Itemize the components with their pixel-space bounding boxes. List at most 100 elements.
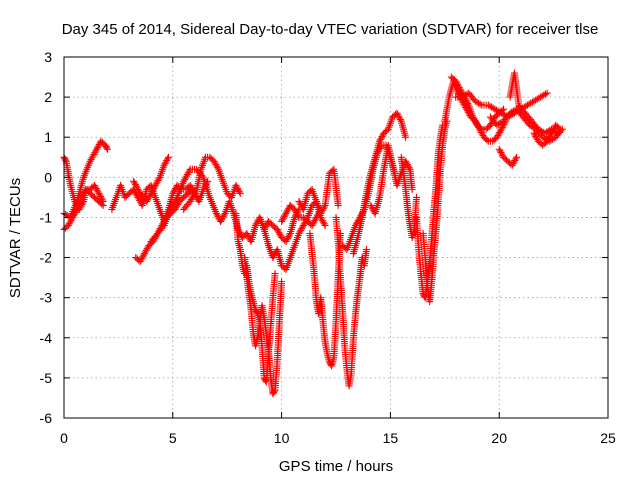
data-point [213,211,221,219]
data-point [143,197,151,205]
data-point [495,145,503,153]
data-point [408,185,416,193]
data-point [541,90,549,98]
data-point [94,188,102,196]
data-point [463,90,471,98]
axis-ticks [63,56,609,419]
data-point [472,118,480,126]
data-point [64,221,72,229]
y-tick-label: 1 [44,129,52,145]
x-tick-label: 10 [274,430,290,446]
data-point [292,207,300,215]
data-point [308,221,316,229]
y-tick-label: 3 [44,49,52,65]
y-tick-label: -4 [40,330,53,346]
data-point [271,270,279,278]
data-point [320,220,328,228]
data-point [164,153,172,161]
data-point [497,125,505,133]
data-point [234,185,242,193]
data-point [161,160,169,168]
data-point [321,221,329,229]
data-point [548,128,556,136]
data-point [362,246,370,254]
data-point [291,205,299,213]
data-point [164,155,172,163]
data-point [280,213,288,221]
data-point [549,126,557,134]
data-point [455,83,463,91]
data-point [283,236,291,244]
data-point [298,223,306,231]
data-point [284,206,292,214]
data-point [153,178,161,186]
data-point [99,197,107,205]
data-point [131,179,139,187]
data-point [311,217,319,225]
data-point [470,115,478,123]
data-point [140,251,148,259]
data-point [279,214,287,222]
data-point [547,129,555,137]
data-point [296,228,304,236]
data-point [464,100,472,108]
data-point [496,128,504,136]
data-point [262,222,270,230]
data-point [270,387,278,395]
data-point [284,234,292,242]
data-point [93,145,101,153]
data-point [243,229,251,237]
data-point [554,129,562,137]
data-point [95,189,103,197]
data-point [93,186,101,194]
data-point [378,132,386,140]
data-point [312,215,320,223]
x-tick-label: 15 [383,430,399,446]
data-point [498,150,506,158]
y-tick-label: 2 [44,89,52,105]
data-point [149,186,157,194]
data-point [496,147,504,155]
x-tick-label: 5 [169,430,177,446]
data-point [144,194,152,202]
data-point [413,193,421,201]
data-point [547,131,555,139]
data-point [148,188,156,196]
data-point [233,183,241,191]
data-point [218,214,226,222]
data-point [294,212,302,220]
data-point [172,195,180,203]
data-point [162,158,170,166]
data-point [510,158,518,166]
data-point [251,221,259,229]
data-point [235,227,243,235]
data-point [210,157,218,165]
data-points [60,69,566,398]
data-point [295,197,303,205]
x-tick-labels: 0 5 10 15 20 25 [60,430,616,446]
data-point [96,191,104,199]
data-point [234,225,242,233]
data-point [530,129,538,137]
data-point [144,196,152,204]
data-point [214,164,222,172]
data-point [462,96,470,104]
data-point [274,227,282,235]
data-point [545,134,553,142]
data-point [155,175,163,183]
data-point [404,162,412,170]
data-point [532,132,540,140]
data-point [318,208,326,216]
y-tick-label: -5 [40,370,53,386]
data-point [236,189,244,197]
data-point [282,209,290,217]
data-point [454,82,462,90]
data-point [494,132,502,140]
x-tick-label: 0 [60,430,68,446]
y-axis-label: SDTVAR / TECUs [7,178,24,298]
data-point [97,193,105,201]
data-point [145,193,153,201]
data-point [91,183,99,191]
data-point [512,155,520,163]
data-point [281,211,289,219]
